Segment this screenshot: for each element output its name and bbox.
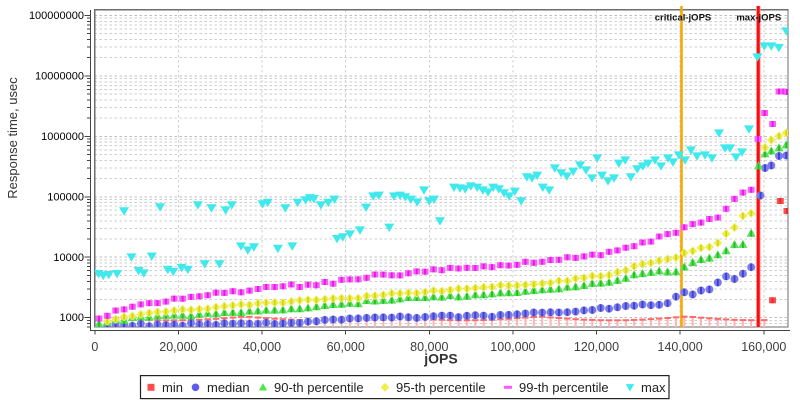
svg-text:120,000: 120,000 (574, 340, 619, 354)
svg-text:min: min (162, 380, 183, 395)
svg-text:160,000: 160,000 (741, 340, 786, 354)
svg-text:median: median (207, 380, 250, 395)
svg-text:99-th percentile: 99-th percentile (519, 380, 609, 395)
svg-text:critical-jOPS: critical-jOPS (655, 13, 712, 24)
svg-text:80,000: 80,000 (410, 340, 448, 354)
svg-text:90-th percentile: 90-th percentile (274, 380, 364, 395)
svg-text:60,000: 60,000 (327, 340, 365, 354)
svg-text:max: max (641, 380, 666, 395)
svg-text:100000: 100000 (47, 191, 84, 203)
svg-text:10000: 10000 (53, 252, 84, 264)
svg-text:20,000: 20,000 (159, 340, 197, 354)
svg-text:100,000: 100,000 (490, 340, 535, 354)
svg-text:max-jOPS: max-jOPS (736, 13, 781, 24)
svg-text:140,000: 140,000 (658, 340, 703, 354)
svg-text:100000000: 100000000 (29, 10, 84, 22)
svg-text:1000000: 1000000 (41, 131, 84, 143)
svg-text:40,000: 40,000 (243, 340, 281, 354)
svg-text:1000: 1000 (60, 312, 84, 324)
svg-text:Response time, usec: Response time, usec (5, 77, 20, 199)
svg-text:0: 0 (91, 340, 98, 354)
svg-text:10000000: 10000000 (35, 70, 84, 82)
svg-text:jOPS: jOPS (423, 351, 457, 367)
svg-text:95-th percentile: 95-th percentile (396, 380, 486, 395)
